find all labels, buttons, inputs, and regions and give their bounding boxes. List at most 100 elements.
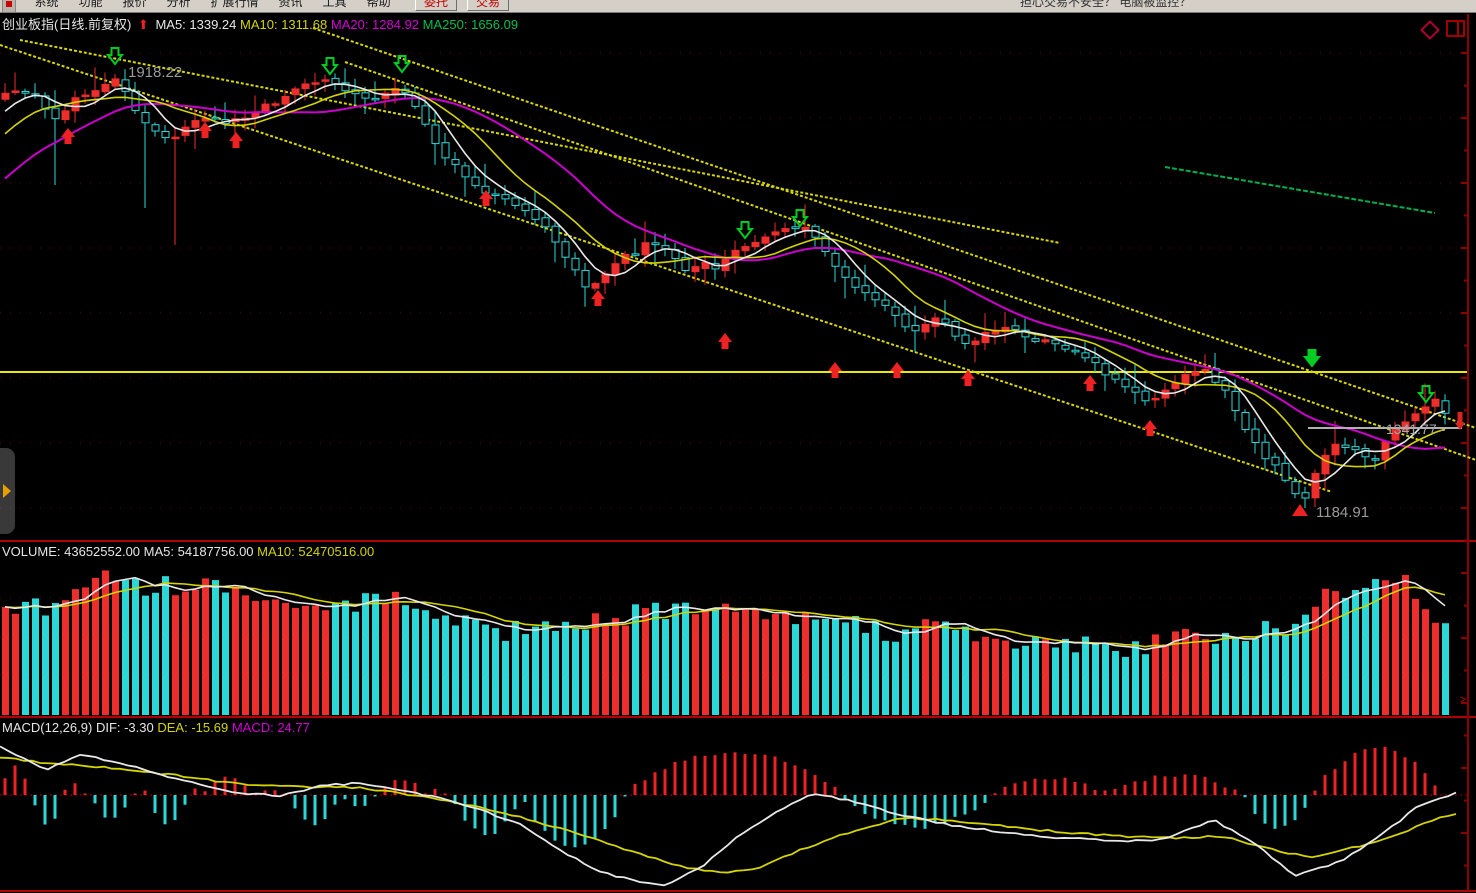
sidebar-expand-handle[interactable] bbox=[0, 448, 15, 534]
menu-item-0[interactable]: 系统 bbox=[34, 0, 59, 9]
candle-body bbox=[1341, 444, 1350, 448]
buy-signal-arrow-icon bbox=[890, 362, 904, 378]
menu-item-6[interactable]: 工具 bbox=[322, 0, 347, 9]
candle-body bbox=[791, 226, 800, 230]
candle-body bbox=[591, 283, 600, 289]
candle-body bbox=[211, 116, 220, 120]
trend-line[interactable] bbox=[0, 44, 1333, 493]
candle-body bbox=[1271, 456, 1280, 466]
menu-item-7[interactable]: 帮助 bbox=[366, 0, 391, 9]
candle-body bbox=[1051, 339, 1060, 345]
volume-bar bbox=[452, 625, 459, 715]
menu-button-1[interactable]: 交易 bbox=[467, 0, 510, 11]
volume-bar bbox=[942, 621, 949, 715]
candle-body bbox=[1321, 454, 1330, 475]
buy-signal-arrow-icon bbox=[718, 333, 732, 349]
volume-bar bbox=[702, 611, 709, 715]
volume-bar bbox=[872, 620, 879, 715]
low-point-triangle-icon bbox=[1292, 504, 1308, 516]
volume-bar bbox=[952, 629, 959, 715]
candle-body bbox=[1421, 406, 1430, 414]
candle-body bbox=[561, 241, 570, 258]
trend-line[interactable] bbox=[19, 39, 1061, 244]
volume-bar bbox=[232, 586, 239, 715]
buy-signal-arrow-icon bbox=[1143, 420, 1157, 436]
diamond-icon[interactable] bbox=[1420, 20, 1440, 40]
security-notice-text[interactable]: 担心交易不安全？ 电脑被监控？ bbox=[1020, 0, 1192, 9]
menu-item-4[interactable]: 扩展行情 bbox=[210, 0, 259, 9]
volume-bar bbox=[222, 592, 229, 715]
volume-bar bbox=[512, 620, 519, 715]
volume-bar bbox=[262, 600, 269, 715]
volume-bar bbox=[1222, 632, 1229, 715]
sell-signal-arrow-icon bbox=[790, 209, 810, 228]
candle-body bbox=[521, 203, 530, 212]
sell-signal-arrow-icon bbox=[320, 57, 340, 76]
candle-body bbox=[851, 277, 860, 288]
candle-body bbox=[631, 253, 640, 256]
menu-item-5[interactable]: 资讯 bbox=[278, 0, 303, 9]
volume-bar bbox=[1022, 645, 1029, 715]
candle-body bbox=[141, 112, 150, 124]
dea-line bbox=[0, 756, 1457, 874]
candle-body bbox=[571, 257, 580, 271]
window-icon[interactable] bbox=[1446, 20, 1465, 37]
volume-bar bbox=[1092, 643, 1099, 715]
candle-body bbox=[1291, 481, 1300, 495]
candle-body bbox=[1121, 378, 1130, 388]
sell-signal-arrow-icon bbox=[392, 55, 412, 74]
candle-body bbox=[1201, 368, 1210, 372]
candle-body bbox=[11, 90, 20, 93]
menu-bar: 系统 功能 报价 分析 扩展行情 资讯 工具 帮助 委托 交易 担心交易不安全？ 电脑被监控？ bbox=[0, 0, 1476, 13]
macd-value: MACD: 24.77 bbox=[231, 720, 310, 735]
volume-bar bbox=[212, 580, 219, 715]
candle-body bbox=[1441, 400, 1450, 414]
volume-bar bbox=[472, 619, 479, 715]
menu-button-0[interactable]: 委托 bbox=[415, 0, 458, 11]
candle-body bbox=[1181, 374, 1190, 385]
volume-bar bbox=[72, 589, 79, 715]
candle-body bbox=[1041, 339, 1050, 343]
volume-bar bbox=[1122, 656, 1129, 715]
volume-bar bbox=[572, 628, 579, 715]
trend-line[interactable] bbox=[344, 61, 1476, 461]
volume-bar bbox=[1072, 652, 1079, 715]
chart-canvas[interactable]: > bbox=[0, 12, 1476, 893]
volume-bar bbox=[152, 592, 159, 715]
candle-body bbox=[871, 292, 880, 301]
instrument-title: 创业板指(日线.前复权) bbox=[2, 17, 132, 32]
candle-body bbox=[311, 82, 320, 85]
volume-bar bbox=[922, 619, 929, 715]
menu-item-2[interactable]: 报价 bbox=[122, 0, 147, 9]
volume-bar bbox=[622, 625, 629, 715]
volume-bar bbox=[582, 629, 589, 715]
candle-body bbox=[531, 209, 540, 220]
candle-body bbox=[951, 321, 960, 337]
volume-bar bbox=[842, 622, 849, 715]
candle-body bbox=[681, 257, 690, 271]
volume-bar bbox=[352, 611, 359, 715]
volume-bar bbox=[1332, 591, 1339, 715]
volume-bar bbox=[1242, 640, 1249, 715]
candle-body bbox=[651, 242, 660, 246]
candle-body bbox=[161, 130, 170, 139]
buy-signal-arrow-icon bbox=[591, 290, 605, 306]
candle-body bbox=[1241, 411, 1250, 431]
candle-body bbox=[1211, 367, 1220, 383]
volume-bar bbox=[342, 600, 349, 715]
volume-bar bbox=[1392, 582, 1399, 715]
candle-body bbox=[21, 90, 30, 94]
volume-bar bbox=[682, 602, 689, 715]
candle-body bbox=[121, 79, 130, 92]
volume-bar bbox=[1302, 614, 1309, 715]
candle-body bbox=[1141, 390, 1150, 402]
candle-body bbox=[1401, 421, 1410, 431]
low-price-label: 1184.91 bbox=[1316, 504, 1370, 521]
candle-body bbox=[841, 266, 850, 278]
candle-body bbox=[1071, 349, 1080, 353]
menu-item-3[interactable]: 分析 bbox=[166, 0, 191, 9]
menu-item-1[interactable]: 功能 bbox=[78, 0, 103, 9]
volume-bar bbox=[972, 641, 979, 715]
high-price-label: 1918.22 bbox=[128, 64, 183, 81]
